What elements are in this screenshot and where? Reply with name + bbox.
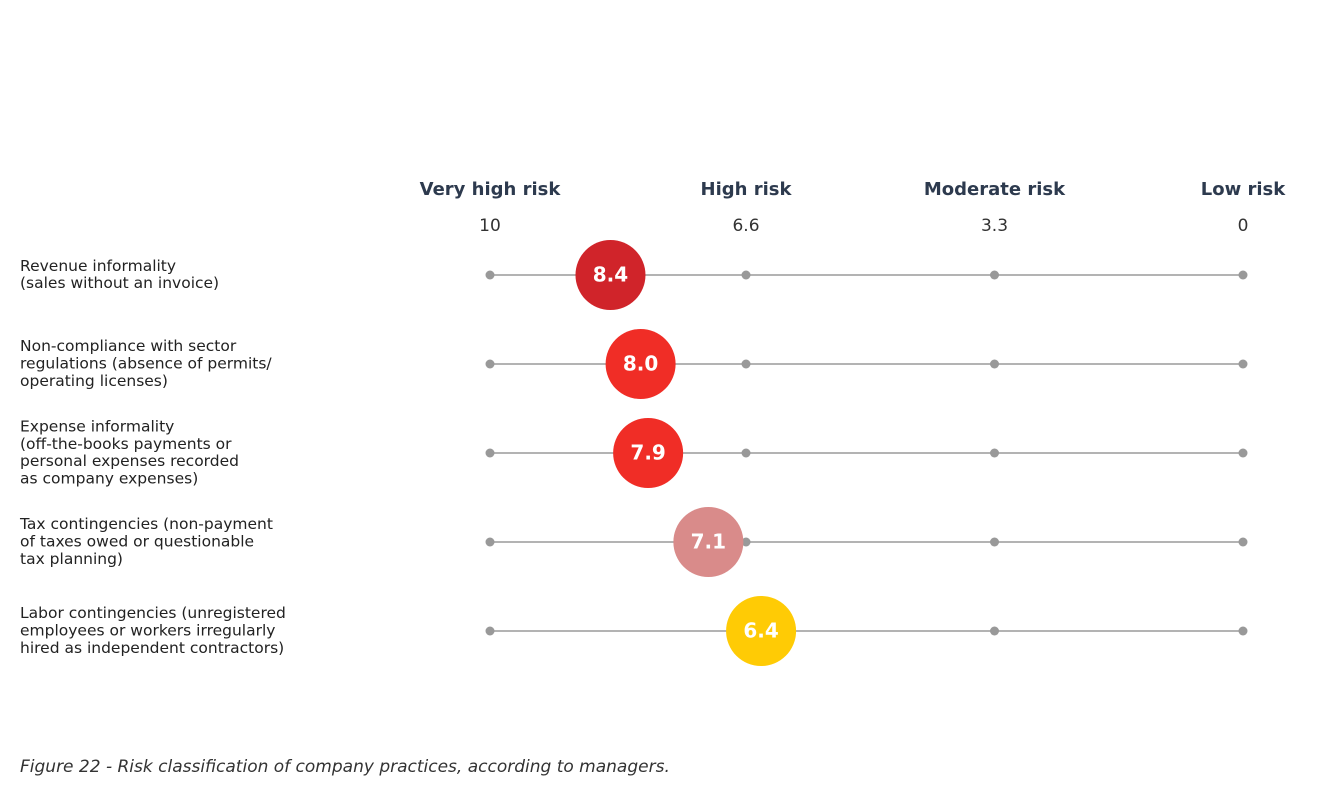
category-label-line: Non-compliance with sector — [20, 337, 237, 355]
category-label-line: Labor contingencies (unregistered — [20, 604, 286, 622]
tick-dot — [990, 626, 1000, 636]
category-label-line: (sales without an invoice) — [20, 274, 219, 292]
figure-caption: Figure 22 - Risk classification of compa… — [20, 757, 670, 777]
tick-dot — [990, 448, 1000, 458]
tick-label: 10 — [479, 216, 501, 236]
value-label: 7.9 — [630, 441, 665, 465]
tick-dot — [485, 359, 495, 369]
tick-dot — [741, 270, 751, 280]
value-label: 8.0 — [623, 352, 658, 376]
risk-level-label: High risk — [701, 179, 793, 200]
category-label-line: (off-the-books payments or — [20, 435, 232, 453]
tick-dot — [990, 359, 1000, 369]
value-bubble — [726, 596, 797, 666]
category-label: Expense informality (off-the-books paymen… — [20, 418, 239, 488]
tick-dot — [1238, 448, 1248, 458]
category-label-line: regulations (absence of permits/ — [20, 355, 272, 373]
category-label: Labor contingencies (unregistered employe… — [20, 604, 286, 657]
tick-dot — [1238, 626, 1248, 636]
category-label-line: hired as independent contractors) — [20, 639, 284, 657]
tick-dot — [1238, 359, 1248, 369]
category-label-line: as company expenses) — [20, 469, 198, 487]
risk-level-label: Moderate risk — [924, 179, 1066, 200]
tick-dot — [741, 359, 751, 369]
tick-dot — [741, 448, 751, 458]
risk-chart: Very high risk 10 High risk 6.6 Moderate ris… — [19, 179, 1286, 666]
category-label-line: operating licenses) — [20, 372, 168, 390]
category-label-line: Tax contingencies (non-payment — [19, 515, 273, 533]
value-bubble — [613, 418, 684, 488]
value-bubble — [575, 240, 646, 310]
value-bubble — [673, 507, 744, 577]
tick-dot — [485, 270, 495, 280]
category-label-line: Revenue informality — [20, 257, 176, 275]
tick-dot — [485, 626, 495, 636]
tick-dot — [990, 537, 1000, 547]
tick-label: 0 — [1238, 216, 1249, 236]
tick-dot — [1238, 537, 1248, 547]
category-label-line: tax planning) — [20, 550, 123, 568]
tick-dot — [485, 537, 495, 547]
value-label: 7.1 — [691, 530, 726, 554]
tick-dot — [485, 448, 495, 458]
category-label: Tax contingencies (non-payment of taxes o… — [19, 515, 273, 568]
category-label-line: of taxes owed or questionable — [20, 533, 254, 551]
category-label: Revenue informality (sales without an inv… — [20, 257, 219, 292]
risk-level-label: Very high risk — [420, 179, 562, 200]
category-label-line: employees or workers irregularly — [20, 622, 275, 640]
tick-label: 3.3 — [981, 216, 1008, 236]
tick-dot — [990, 270, 1000, 280]
category-label: Non-compliance with sector regulations (a… — [20, 337, 272, 390]
value-bubble — [605, 329, 676, 399]
tick-label: 6.6 — [732, 216, 759, 236]
risk-level-label: Low risk — [1201, 179, 1286, 200]
category-label-line: Expense informality — [20, 418, 174, 436]
category-label-line: personal expenses recorded — [20, 452, 239, 470]
tick-dot — [1238, 270, 1248, 280]
value-label: 6.4 — [743, 619, 778, 643]
value-label: 8.4 — [593, 263, 628, 287]
tick-dot — [741, 537, 751, 547]
